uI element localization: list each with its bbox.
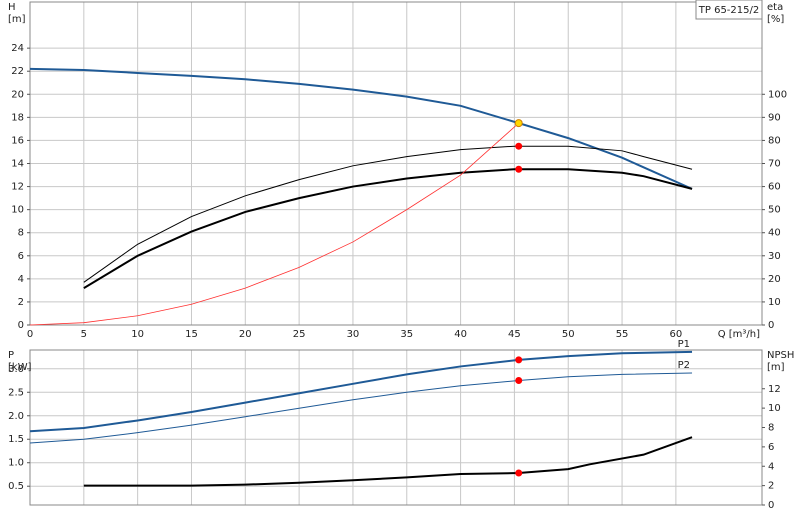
x-tick-label: 25: [293, 329, 306, 340]
y2-tick-label: 20: [768, 274, 781, 285]
y-tick-label: 12: [11, 182, 24, 193]
curve: [29, 122, 519, 326]
x-tick-label: 40: [454, 329, 467, 340]
duty-point: [515, 165, 523, 173]
x-tick-label: 60: [670, 329, 683, 340]
y2-axis-label: NPSH: [767, 350, 794, 361]
y-axis-label: H: [8, 2, 16, 13]
y-tick-label: 8: [18, 228, 24, 239]
x-tick-label: 50: [562, 329, 575, 340]
y2-tick-label: 60: [768, 182, 781, 193]
y-tick-label: 0: [18, 320, 24, 331]
y-tick-label: 24: [11, 43, 24, 54]
y2-axis-label: eta: [767, 2, 783, 13]
x-tick-label: 45: [508, 329, 521, 340]
y-tick-label: 1.0: [8, 458, 24, 469]
y2-tick-label: 100: [768, 89, 787, 100]
y2-tick-label: 0: [768, 500, 774, 511]
y-axis-unit: [m]: [8, 14, 26, 25]
series-label: P2: [678, 360, 690, 371]
y2-tick-label: 40: [768, 228, 781, 239]
x-tick-label: 55: [616, 329, 629, 340]
y-tick-label: 18: [11, 112, 24, 123]
duty-point: [515, 469, 523, 477]
title-box: [695, 0, 763, 20]
y-tick-label: 0.5: [8, 481, 24, 492]
x-tick-label: 20: [239, 329, 252, 340]
duty-point: [515, 377, 523, 385]
curve: [29, 372, 693, 444]
curve: [83, 145, 693, 283]
y2-tick-label: 30: [768, 251, 781, 262]
duty-point: [515, 142, 523, 150]
curve: [83, 436, 693, 487]
y2-tick-label: 90: [768, 112, 781, 123]
y2-tick-label: 2: [768, 481, 774, 492]
y-tick-label: 4: [18, 274, 24, 285]
y-tick-label: 3.0: [8, 364, 24, 375]
y-tick-label: 14: [11, 159, 24, 170]
y-tick-label: 10: [11, 205, 24, 216]
y-tick-label: 2.0: [8, 411, 24, 422]
y2-tick-label: 10: [768, 297, 781, 308]
x-tick-label: 15: [185, 329, 198, 340]
curve: [29, 350, 693, 433]
y-tick-label: 16: [11, 135, 24, 146]
y-tick-label: 2: [18, 297, 24, 308]
y-tick-label: 2.5: [8, 387, 24, 398]
y-tick-label: 1.5: [8, 434, 24, 445]
y2-tick-label: 80: [768, 135, 781, 146]
x-tick-label: 10: [131, 329, 144, 340]
series-label: P1: [678, 339, 690, 350]
y-tick-label: 22: [11, 66, 24, 77]
x-tick-label: 0: [27, 329, 33, 340]
y2-tick-label: 4: [768, 461, 774, 472]
x-axis-label: Q [m³/h]: [718, 329, 760, 340]
curve: [29, 67, 693, 190]
y2-tick-label: 10: [768, 403, 781, 414]
y2-tick-label: 70: [768, 159, 781, 170]
y-axis-label: P: [8, 350, 14, 361]
duty-point: [515, 356, 523, 364]
y2-tick-label: 0: [768, 320, 774, 331]
plot-frame: [29, 349, 763, 506]
y2-axis-unit: [m]: [767, 362, 785, 373]
y2-tick-label: 50: [768, 205, 781, 216]
curve: [83, 168, 693, 289]
y2-tick-label: 6: [768, 442, 774, 453]
chart-title: TP 65-215/2: [698, 5, 759, 16]
x-tick-label: 30: [347, 329, 360, 340]
y-axis-unit: [kW]: [8, 362, 32, 373]
y-tick-label: 6: [18, 251, 24, 262]
y2-tick-label: 12: [768, 384, 781, 395]
y2-axis-unit: [%]: [767, 14, 784, 25]
y-tick-label: 20: [11, 89, 24, 100]
x-tick-label: 35: [400, 329, 413, 340]
x-tick-label: 5: [81, 329, 87, 340]
y2-tick-label: 8: [768, 423, 774, 434]
duty-point: [514, 119, 523, 128]
